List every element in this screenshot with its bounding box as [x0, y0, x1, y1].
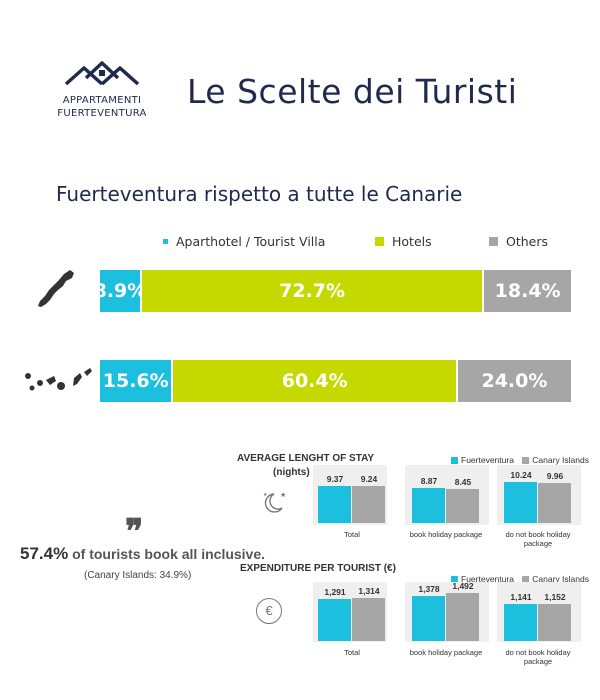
bar-value-label: 1,492: [452, 581, 474, 591]
logo-line-2: FUERTEVENTURA: [57, 108, 147, 119]
moon-stars-icon: ★ ★: [263, 491, 286, 513]
legend-label: Fuerteventura: [461, 455, 514, 465]
legend-swatch-others: [489, 237, 498, 246]
legend-label-others: Others: [506, 234, 549, 249]
stay-chart-title: AVERAGE LENGHT OF STAY: [237, 453, 375, 464]
bar-value-label: 8.45: [454, 477, 472, 487]
bar-segment: 24.0%: [457, 360, 571, 402]
bar-fuerteventura: [318, 486, 351, 523]
bar-canary-islands: [538, 483, 571, 523]
svg-text:★: ★: [280, 491, 286, 499]
legend-swatch: [522, 576, 530, 584]
bar-value-label: 8.87: [420, 476, 438, 486]
bar-segment: 60.4%: [173, 360, 458, 402]
expenditure-chart-title: EXPENDITURE PER TOURIST (€): [240, 563, 396, 574]
stay-chart-subtitle: (nights): [273, 467, 310, 478]
page-title: Le Scelte dei Turisti: [187, 72, 518, 111]
bar-value-label: 72.7%: [279, 280, 346, 302]
bar-value-label: 24.0%: [481, 370, 548, 392]
bar-value-label: 1,141: [510, 592, 532, 602]
category-label: book holiday package: [409, 530, 483, 539]
legend-label: Canary Islands: [532, 455, 589, 465]
bar-segment: 8.9%: [94, 270, 146, 312]
bar-canary-islands: [446, 489, 479, 523]
bar-fuerteventura: [504, 604, 537, 641]
stay-chart-legend: Fuerteventura Canary Islands: [445, 455, 589, 465]
bar-value-label: 9.37: [326, 474, 344, 484]
legend-label-aparthotel: Aparthotel / Tourist Villa: [176, 234, 326, 249]
quote-icon: ❞: [125, 512, 144, 552]
category-label: book holiday package: [409, 648, 483, 657]
bar-value-label: 18.4%: [494, 280, 561, 302]
bar-value-label: 1,378: [418, 584, 440, 594]
legend-swatch: [451, 457, 458, 465]
bar-canary-islands: [352, 598, 385, 641]
fuerteventura-island-icon: [38, 270, 74, 307]
bar-fuerteventura: [412, 596, 445, 641]
bar-value-label: 8.9%: [93, 280, 147, 302]
expenditure-chart-legend: Fuerteventura Canary Islands: [445, 574, 589, 584]
page-subtitle: Fuerteventura rispetto a tutte le Canari…: [56, 182, 463, 206]
bar-value-label: 60.4%: [281, 370, 348, 392]
legend-swatch: [522, 457, 530, 465]
bar-value-label: 15.6%: [102, 370, 169, 392]
legend-aparthotel: Aparthotel / Tourist Villa: [163, 234, 326, 249]
bar-segment: 15.6%: [100, 360, 174, 402]
bar-canary-islands: [538, 604, 571, 641]
legend-hotels: Hotels: [375, 234, 432, 249]
legend-swatch-aparthotel: [163, 239, 168, 244]
bar-segment: 72.7%: [141, 270, 485, 312]
brand-logo[interactable]: APPARTAMENTI FUERTEVENTURA: [52, 60, 152, 120]
bar-value-label: 1,152: [544, 592, 566, 602]
euro-coins-icon: €: [256, 598, 282, 624]
category-label: Total: [344, 530, 360, 539]
category-label: do not book holiday package: [505, 648, 571, 666]
logo-line-1: APPARTAMENTI: [62, 95, 142, 106]
bar-segment: 18.4%: [484, 270, 571, 312]
legend-label-hotels: Hotels: [392, 234, 432, 249]
bar-canary-islands: [352, 486, 385, 523]
bar-fuerteventura: [412, 488, 445, 523]
bar-value-label: 1,291: [324, 587, 346, 597]
all-inclusive-stat: 57.4% of tourists book all inclusive.: [20, 544, 265, 564]
legend-others: Others: [489, 234, 549, 249]
bar-value-label: 9.24: [360, 474, 378, 484]
all-inclusive-pct: 57.4%: [20, 544, 69, 563]
bar-canary-islands: [446, 593, 479, 641]
bar-value-label: 9.96: [546, 471, 564, 481]
legend-swatch: [451, 576, 458, 584]
legend-label: Fuerteventura: [461, 574, 514, 584]
bar-value-label: 10.24: [510, 470, 532, 480]
category-label: Total: [344, 648, 360, 657]
stacked-bar-fuerteventura: 8.9% 72.7% 18.4%: [94, 268, 573, 314]
legend-swatch-hotels: [375, 237, 384, 246]
stacked-bar-canarie: 15.6% 60.4% 24.0%: [98, 358, 573, 404]
bar-fuerteventura: [318, 599, 351, 641]
all-inclusive-canary-note: (Canary Islands: 34.9%): [84, 570, 192, 581]
canary-islands-icon: [25, 368, 92, 391]
svg-text:★: ★: [263, 492, 268, 498]
legend-label: Canary Islands: [532, 574, 589, 584]
bar-value-label: 1,314: [358, 586, 380, 596]
houses-roof-icon: [64, 61, 140, 86]
bar-fuerteventura: [504, 482, 537, 523]
all-inclusive-text: of tourists book all inclusive.: [68, 546, 266, 562]
category-label: do not book holiday package: [505, 530, 571, 548]
